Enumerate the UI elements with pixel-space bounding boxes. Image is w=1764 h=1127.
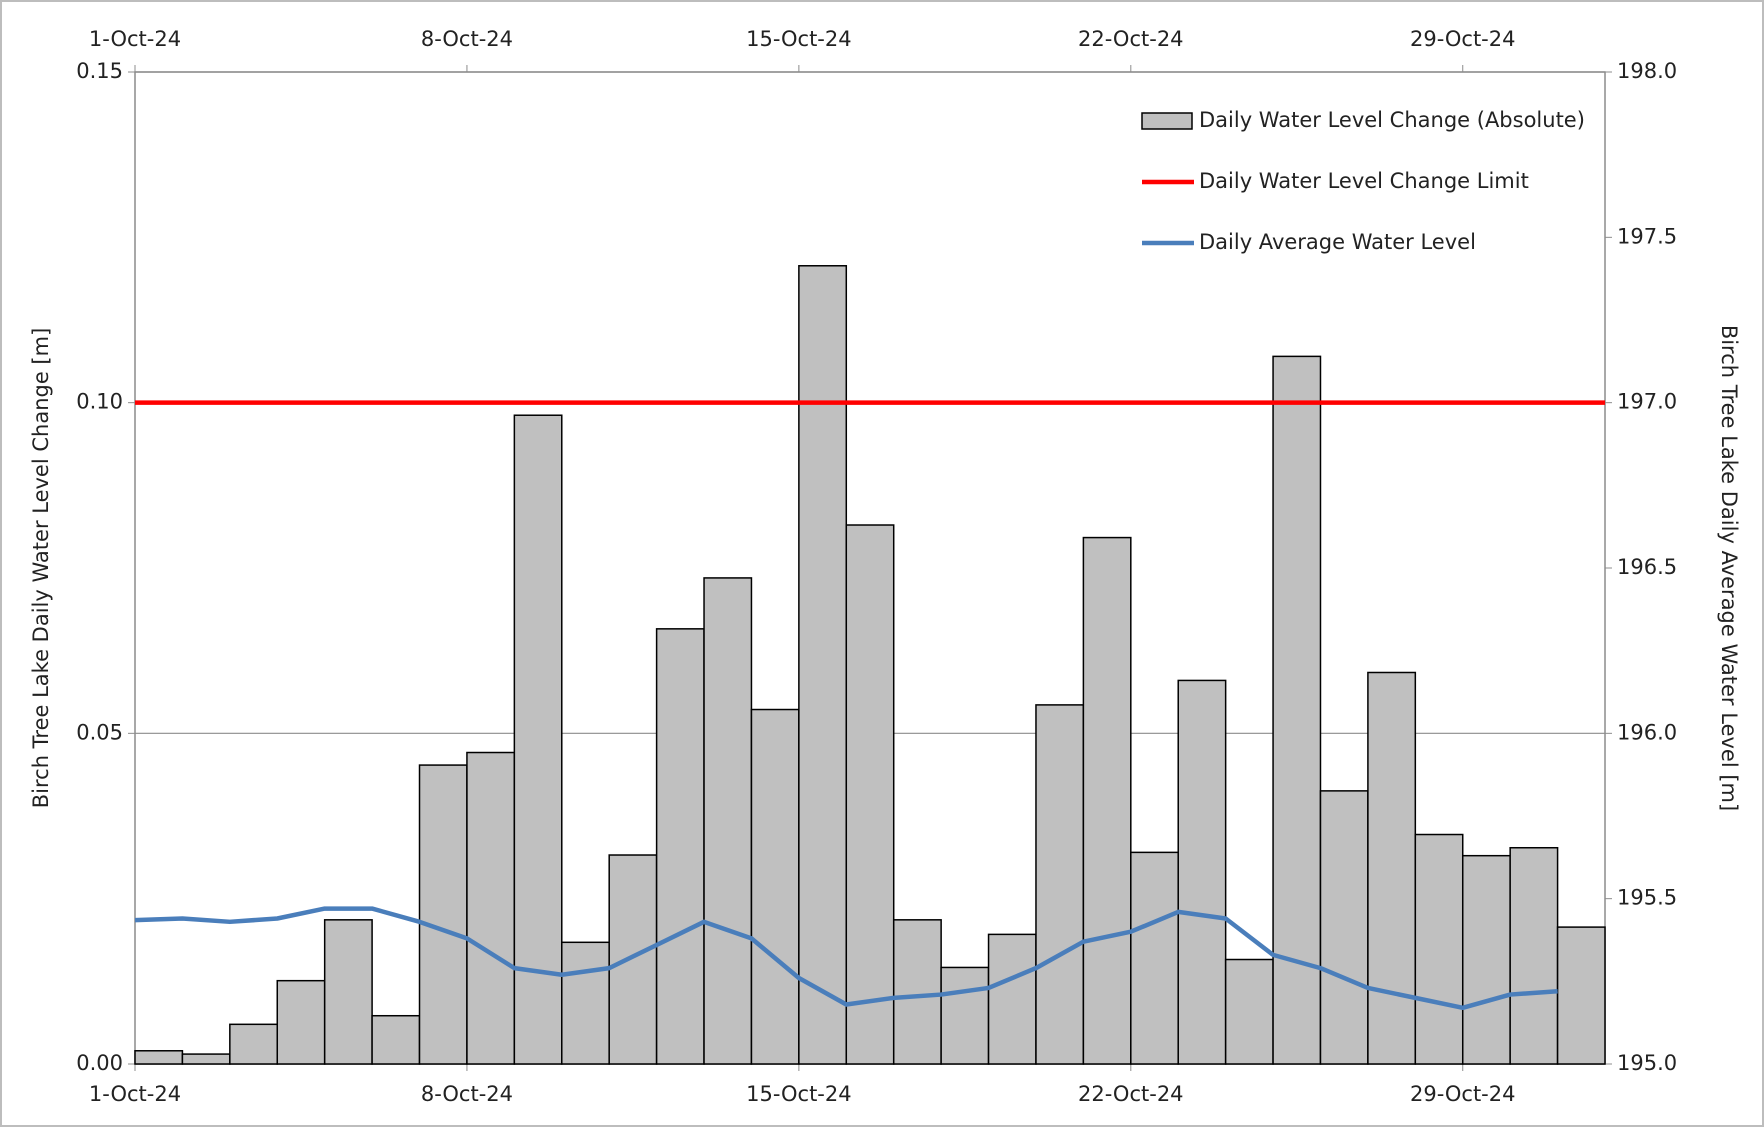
bar [940,966,990,1065]
x2-tick-label: 15-Oct-24 [746,27,852,51]
bar [703,577,753,1065]
y-axis-title: Birch Tree Lake Daily Water Level Change… [29,328,53,809]
bar [1130,851,1179,1065]
bar [134,1050,184,1065]
bar [1367,671,1417,1065]
bar [655,628,705,1065]
legend-swatch [1141,112,1193,130]
bar [1177,679,1227,1065]
line [134,906,1558,1011]
y2-tick-label: 197.0 [1617,390,1677,414]
bar [561,941,610,1065]
bar [892,919,942,1065]
y2-tick-label: 195.5 [1617,886,1677,910]
bar [466,751,516,1065]
bar [1035,704,1085,1065]
bar [1319,790,1369,1065]
bar [608,854,658,1065]
x2-tick-label: 1-Oct-24 [89,27,181,51]
bar [798,265,848,1065]
y-tick-label: 0.00 [76,1051,123,1075]
bar [1272,355,1322,1065]
bar [1509,846,1559,1065]
bar [276,979,326,1065]
y2-axis-title: Birch Tree Lake Daily Average Water Leve… [1717,325,1741,811]
y-tick-label: 0.10 [76,390,123,414]
bar [845,524,895,1065]
legend-label: Daily Water Level Change (Absolute) [1199,108,1585,132]
bar [750,708,800,1065]
y2-tick-label: 196.5 [1617,555,1677,579]
bar [1556,926,1606,1065]
bar [1082,536,1132,1065]
x-tick-label: 1-Oct-24 [89,1082,181,1106]
legend-label: Daily Average Water Level [1199,230,1476,254]
x2-tick-label: 8-Oct-24 [421,27,513,51]
legend-label: Daily Water Level Change Limit [1199,169,1529,193]
x-tick-label: 15-Oct-24 [746,1082,852,1106]
y-tick-label: 0.05 [76,720,123,744]
bar [987,933,1037,1065]
bar [418,764,468,1065]
y2-tick-label: 197.5 [1617,224,1677,248]
x-tick-label: 22-Oct-24 [1078,1082,1184,1106]
x2-tick-label: 22-Oct-24 [1078,27,1184,51]
x-tick-label: 29-Oct-24 [1410,1082,1516,1106]
bar [229,1023,279,1065]
x-tick-label: 8-Oct-24 [421,1082,513,1106]
x2-tick-label: 29-Oct-24 [1410,27,1516,51]
y2-tick-label: 198.0 [1617,59,1677,83]
bar [513,414,563,1065]
bar [323,919,373,1065]
bar [1224,958,1274,1065]
y-tick-label: 0.15 [76,59,123,83]
y2-tick-label: 195.0 [1617,1051,1677,1075]
bar [1461,854,1511,1065]
bar [181,1053,231,1065]
bar [371,1014,421,1065]
y2-tick-label: 196.0 [1617,720,1677,744]
bar [1414,833,1464,1065]
